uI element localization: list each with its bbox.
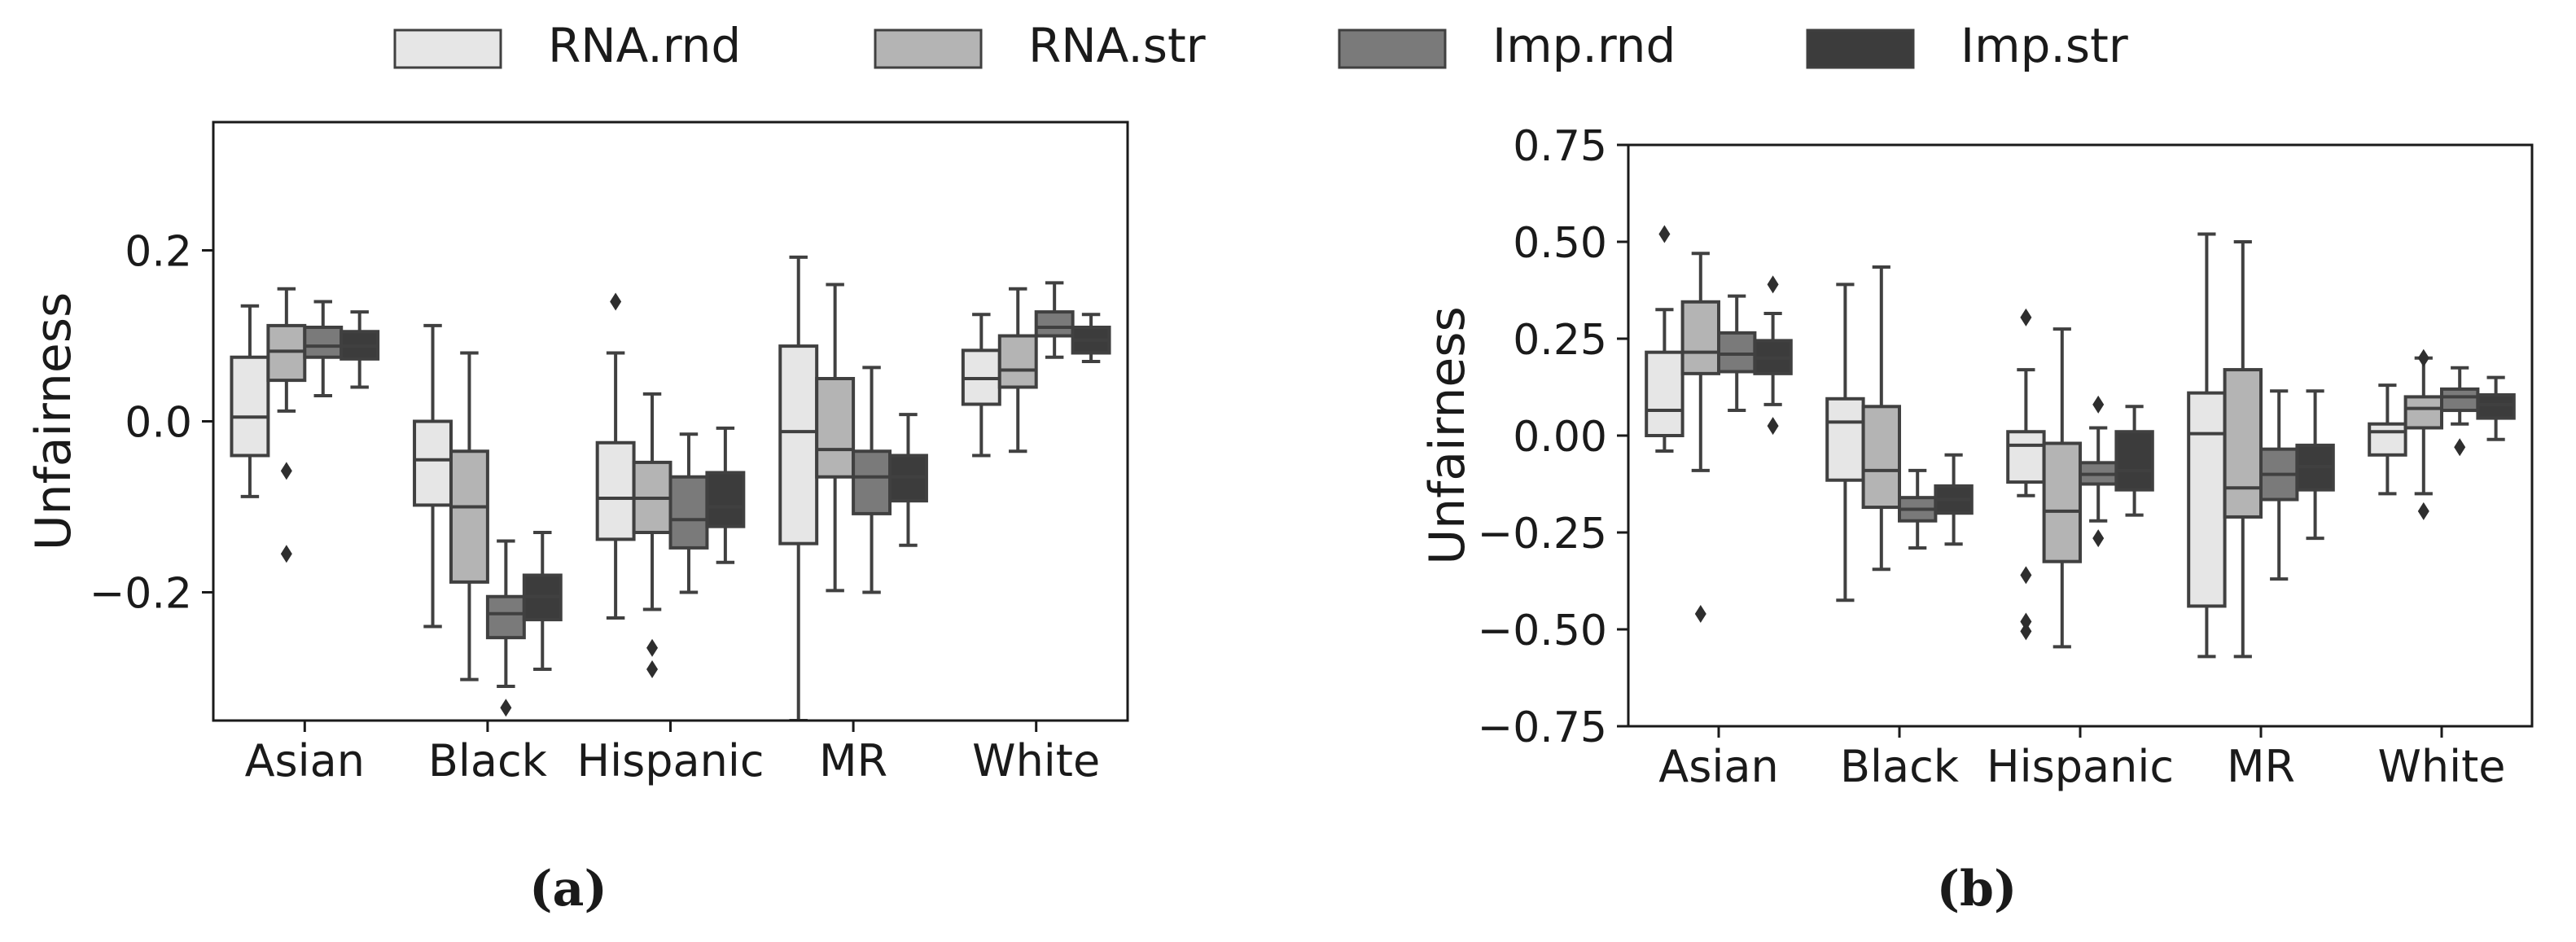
x-tick-label-mr: MR (819, 735, 887, 786)
outlier-rna-rnd-hispanic-0 (610, 292, 622, 311)
plot-frame (212, 120, 1129, 722)
box-rna-str-mr (2223, 368, 2263, 519)
x-tick-label-hispanic: Hispanic (576, 735, 764, 786)
y-tick-label: 0.25 (1513, 316, 1607, 365)
box-imp-rnd-black (485, 594, 526, 640)
box-imp-rnd-hispanic (668, 475, 709, 550)
outlier-rna-str-asian-0 (280, 462, 292, 480)
outlier-rna-str-white-1 (2417, 502, 2429, 520)
outlier-imp-rnd-hispanic-1 (2092, 529, 2105, 548)
outlier-rna-rnd-hispanic-3 (2020, 622, 2032, 641)
outlier-imp-rnd-white-0 (2454, 438, 2466, 457)
box-rna-str-mr (815, 377, 856, 479)
legend-swatch-rna-rnd (393, 28, 502, 69)
legend-swatch-imp-rnd (1338, 28, 1447, 69)
outlier-rna-rnd-hispanic-1 (2020, 566, 2032, 585)
box-rna-str-white (2403, 395, 2444, 430)
outlier-rna-str-hispanic-1 (646, 660, 659, 678)
box-rna-str-asian (1680, 300, 1721, 375)
x-tick-label-asian: Asian (245, 735, 365, 786)
legend-label-rna-str: RNA.str (1028, 18, 1206, 73)
legend-label-imp-rnd: Imp.rnd (1492, 18, 1676, 73)
outlier-rna-str-white-0 (2417, 348, 2429, 367)
legend-swatch-rna-str (874, 28, 983, 69)
outlier-imp-rnd-black-0 (500, 699, 512, 717)
x-tick-label-mr: MR (2227, 741, 2295, 792)
box-rna-rnd-black (1825, 397, 1865, 482)
box-imp-str-hispanic (705, 471, 746, 528)
box-rna-rnd-black (413, 419, 453, 507)
y-tick-label: 0.2 (125, 228, 192, 277)
x-tick-label-black: Black (1840, 741, 1960, 792)
y-tick-label: 0.0 (125, 399, 192, 448)
legend-label-imp-str: Imp.str (1960, 18, 2128, 73)
y-tick-label: −0.25 (1478, 510, 1607, 559)
outlier-rna-rnd-asian-0 (1658, 225, 1671, 243)
x-tick-label-white: White (2377, 741, 2505, 792)
box-rna-str-asian (266, 323, 307, 383)
outlier-rna-str-hispanic-0 (646, 638, 659, 657)
y-tick-label: −0.75 (1478, 703, 1607, 752)
x-tick-label-asian: Asian (1658, 741, 1778, 792)
y-tick-label: 0.75 (1513, 122, 1607, 171)
box-rna-rnd-mr (778, 344, 819, 545)
outlier-rna-rnd-hispanic-2 (2020, 612, 2032, 631)
y-tick-label: 0.50 (1513, 219, 1607, 268)
y-axis-label: Unfairness (25, 292, 82, 551)
outlier-rna-rnd-hispanic-0 (2020, 308, 2032, 326)
plot-area (1645, 225, 2516, 659)
box-rna-str-black (1861, 405, 1902, 510)
y-tick-label: −0.50 (1478, 607, 1607, 655)
box-imp-rnd-asian (1717, 331, 1757, 374)
box-rna-str-white (997, 334, 1038, 389)
panel-b: 0.75 0.50 0.25 0.00 −0.25 −0.50 −0.75 Asian Blac… (1419, 122, 2534, 918)
legend-label-rna-rnd: RNA.rnd (548, 18, 741, 73)
y-tick-label: −0.2 (90, 570, 192, 619)
box-rna-rnd-hispanic (2006, 430, 2046, 484)
box-imp-rnd-asian (303, 326, 344, 359)
box-rna-rnd-mr (2187, 391, 2227, 608)
outlier-imp-str-asian-0 (1767, 275, 1779, 294)
x-tick-label-white: White (972, 735, 1100, 786)
box-imp-str-white (2476, 393, 2516, 420)
y-axis-label: Unfairness (1419, 306, 1476, 565)
outlier-rna-str-asian-0 (1694, 604, 1706, 623)
box-imp-str-hispanic (2114, 430, 2154, 492)
box-rna-rnd-asian (230, 355, 270, 458)
box-imp-rnd-mr (852, 449, 892, 515)
legend-swatch-imp-str (1806, 28, 1915, 69)
box-imp-rnd-white (2440, 387, 2480, 413)
box-rna-str-black (449, 449, 489, 584)
x-tick-label-black: Black (428, 735, 548, 786)
legend: RNA.rnd RNA.str Imp.rnd Imp.str (393, 18, 2128, 73)
outlier-rna-str-asian-1 (280, 545, 292, 563)
x-tick-label-hispanic: Hispanic (1987, 741, 2174, 792)
box-rna-rnd-hispanic (595, 440, 636, 541)
box-imp-rnd-white (1034, 310, 1075, 338)
outlier-imp-str-asian-1 (1767, 417, 1779, 436)
box-rna-str-hispanic (2042, 441, 2083, 563)
box-rna-rnd-white (2368, 422, 2407, 457)
outlier-imp-rnd-hispanic-0 (2092, 395, 2105, 414)
y-tick-label: 0.00 (1513, 413, 1607, 462)
plot-area (230, 255, 1111, 721)
panel-caption: (b) (1937, 861, 2017, 918)
panel-a: 0.2 0.0 −0.2 Asian Black Hispanic MR White Unfai… (25, 120, 1129, 918)
panel-caption: (a) (529, 861, 607, 918)
box-rna-rnd-asian (1645, 350, 1684, 437)
